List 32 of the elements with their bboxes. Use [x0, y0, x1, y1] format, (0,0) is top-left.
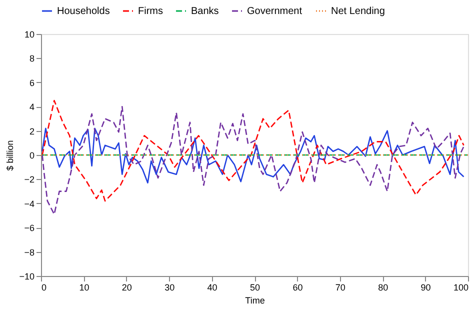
x-tick-label: 80 — [378, 282, 388, 292]
legend-label: Households — [57, 6, 110, 17]
x-tick-label: 100 — [453, 282, 468, 292]
legend-label: Net Lending — [331, 6, 385, 17]
y-tick-label: 8 — [29, 54, 34, 64]
y-tick-label: −6 — [24, 223, 34, 234]
y-tick-label: 2 — [29, 126, 34, 136]
legend-label: Banks — [191, 6, 219, 17]
y-tick-label: 10 — [24, 30, 34, 40]
x-tick-label: 60 — [292, 282, 303, 292]
x-tick-label: 90 — [420, 282, 431, 292]
line-series — [42, 128, 464, 184]
y-tick-label: −8 — [24, 247, 34, 258]
x-tick-label: 10 — [79, 282, 90, 292]
x-tick-label: 20 — [122, 282, 132, 292]
x-tick-label: 70 — [335, 282, 346, 292]
y-tick-label: 6 — [29, 78, 34, 88]
x-tick-label: 30 — [164, 282, 175, 292]
x-tick-label: 0 — [42, 282, 47, 292]
y-tick-label: −10 — [19, 272, 34, 282]
x-tick-label: 40 — [207, 282, 218, 292]
legend-label: Government — [247, 6, 302, 17]
y-axis-title: $ billion — [5, 140, 16, 171]
y-tick-label: −2 — [24, 174, 34, 185]
line-series — [42, 100, 464, 202]
y-tick-label: 0 — [29, 150, 34, 160]
x-axis-title: Time — [245, 296, 265, 306]
y-tick-label: −4 — [24, 198, 34, 209]
line-series — [42, 106, 464, 215]
x-tick-label: 50 — [250, 282, 260, 292]
y-tick-label: 4 — [29, 102, 34, 112]
legend-label: Firms — [138, 6, 163, 17]
